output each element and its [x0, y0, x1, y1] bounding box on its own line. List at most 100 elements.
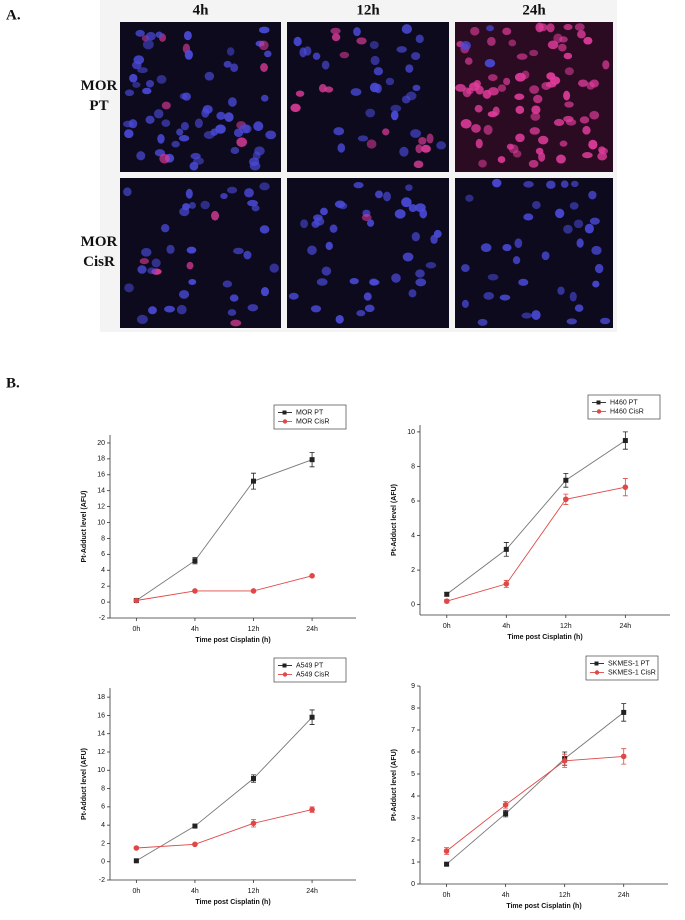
legend-label: A549 CisR — [296, 671, 329, 678]
nucleus — [188, 201, 196, 209]
nucleus — [325, 241, 333, 251]
y-tick-label: 20 — [97, 440, 105, 447]
nucleus — [516, 53, 528, 60]
nucleus — [176, 128, 184, 136]
y-tick-label: 14 — [97, 731, 105, 738]
marker — [309, 806, 315, 813]
marker — [192, 823, 198, 829]
nucleus — [497, 156, 506, 164]
marker — [502, 802, 509, 808]
nucleus — [128, 119, 138, 129]
y-tick-label: 3 — [411, 815, 415, 822]
row-label: MOR PT — [81, 78, 118, 114]
marker — [443, 848, 450, 854]
nucleus — [574, 23, 585, 31]
nucleus — [370, 55, 380, 66]
nucleus — [141, 247, 152, 257]
nucleus — [188, 279, 197, 286]
row-label: MOR CisR — [81, 234, 118, 270]
marker — [309, 573, 315, 579]
nucleus — [583, 36, 593, 45]
x-tick-label: 24h — [306, 888, 318, 895]
marker — [133, 845, 140, 851]
y-tick-label: 18 — [97, 456, 105, 463]
nucleus — [461, 264, 470, 273]
nucleus — [521, 70, 530, 79]
legend-marker — [594, 670, 600, 675]
nucleus — [137, 67, 148, 74]
nucleus — [382, 128, 390, 136]
y-tick-label: 4 — [101, 822, 105, 829]
nucleus — [366, 139, 377, 149]
nucleus — [560, 180, 569, 188]
nucleus — [541, 251, 550, 261]
marker — [250, 588, 257, 594]
y-tick-label: 2 — [411, 567, 415, 574]
nucleus — [339, 51, 350, 59]
series-line — [446, 755, 624, 852]
marker — [620, 753, 627, 760]
nucleus — [430, 234, 438, 244]
nucleus — [171, 140, 180, 148]
nucleus — [503, 77, 511, 86]
nucleus — [483, 291, 495, 300]
marker — [250, 820, 257, 827]
nucleus — [589, 217, 600, 225]
nucleus — [531, 310, 541, 320]
y-axis-label: Pt-Adduct level (AFU) — [81, 491, 88, 563]
marker — [503, 811, 509, 817]
nucleus — [151, 258, 161, 268]
nucleus — [529, 49, 539, 57]
nucleus — [369, 278, 379, 286]
nucleus — [415, 269, 425, 278]
nucleus — [247, 304, 259, 312]
nucleus — [588, 139, 598, 150]
nucleus — [185, 188, 193, 199]
nucleus — [251, 204, 260, 212]
nucleus — [129, 73, 138, 83]
nucleus — [576, 238, 584, 248]
nucleus — [421, 144, 431, 153]
marker — [251, 478, 256, 484]
row-label-line: PT — [89, 98, 108, 114]
nucleus — [487, 36, 496, 46]
nucleus — [248, 157, 260, 167]
x-tick-label: 4h — [502, 892, 510, 899]
nucleus — [563, 224, 573, 234]
nucleus — [356, 37, 367, 45]
nucleus — [349, 277, 359, 285]
x-axis-label: Time post Cisplatin (h) — [195, 899, 270, 906]
nucleus — [258, 40, 269, 51]
panel-label: A. — [6, 7, 21, 23]
nucleus — [310, 305, 322, 313]
nucleus — [563, 52, 573, 60]
nucleus — [220, 192, 228, 200]
nucleus — [135, 29, 145, 37]
nucleus — [265, 130, 277, 140]
x-axis-label: Time post Cisplatin (h) — [506, 903, 581, 910]
marker — [621, 709, 627, 715]
nucleus — [460, 119, 472, 129]
marker — [563, 496, 569, 503]
nucleus — [480, 243, 492, 252]
nucleus — [570, 180, 579, 188]
nucleus — [211, 210, 220, 221]
nucleus — [415, 278, 427, 287]
panel-label: B. — [6, 375, 20, 391]
x-axis-label: Time post Cisplatin (h) — [507, 634, 582, 641]
y-tick-label: 4 — [411, 532, 415, 539]
marker — [622, 438, 628, 444]
y-tick-label: 16 — [97, 472, 105, 479]
nucleus — [401, 24, 413, 34]
nucleus — [471, 124, 481, 133]
legend-box — [273, 657, 347, 683]
nucleus — [564, 101, 574, 108]
nucleus — [329, 224, 338, 233]
nucleus — [253, 121, 264, 132]
x-tick-label: 0h — [132, 626, 140, 633]
y-tick-label: 8 — [101, 535, 105, 542]
nucleus — [295, 90, 305, 97]
nucleus — [124, 129, 134, 139]
nucleus — [589, 110, 600, 120]
nucleus — [563, 90, 571, 101]
